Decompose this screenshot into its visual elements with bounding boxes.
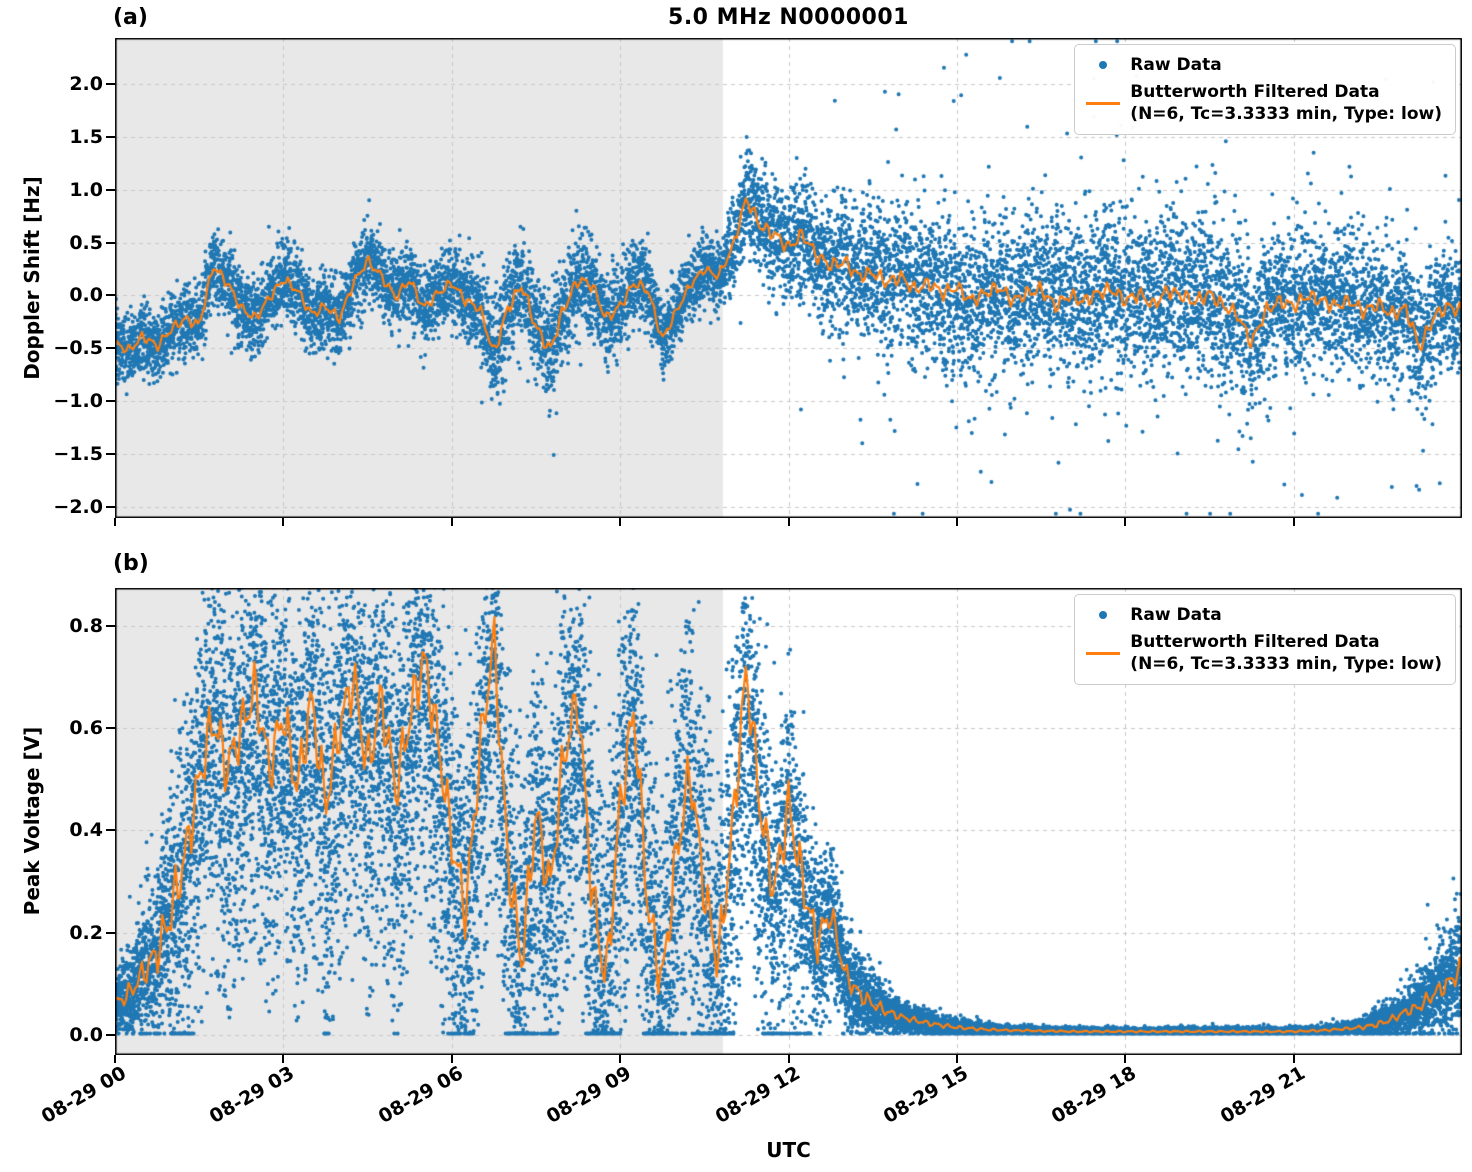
filtered-line-icon <box>1084 651 1122 655</box>
panel-a-legend: Raw Data Butterworth Filtered Data (N=6,… <box>1074 44 1456 136</box>
y-tick-mark <box>106 1033 115 1036</box>
legend-filtered-row: Butterworth Filtered Data (N=6, Tc=3.333… <box>1084 81 1442 125</box>
figure-title: 5.0 MHz N0000001 <box>668 5 909 30</box>
y-tick-mark <box>106 135 115 138</box>
x-tick-mark <box>114 1055 116 1063</box>
panel-b-legend: Raw Data Butterworth Filtered Data (N=6,… <box>1074 594 1456 686</box>
y-tick-label: −1.5 <box>53 443 103 466</box>
y-tick-mark <box>106 188 115 191</box>
y-tick-label: 0.8 <box>69 615 103 638</box>
y-tick-label: 1.0 <box>69 178 103 201</box>
y-tick-mark <box>106 400 115 403</box>
legend-filtered-row: Butterworth Filtered Data (N=6, Tc=3.333… <box>1084 631 1442 675</box>
y-tick-label: 0.4 <box>69 819 103 842</box>
y-tick-mark <box>106 82 115 85</box>
x-axis-label: UTC <box>766 1138 811 1162</box>
y-tick-mark <box>106 829 115 832</box>
y-tick-mark <box>106 294 115 297</box>
x-tick-mark <box>787 518 790 526</box>
y-tick-mark <box>106 241 115 244</box>
y-tick-label: 1.5 <box>69 125 103 148</box>
x-tick-mark <box>1124 518 1127 526</box>
panel-a-label: (a) <box>113 5 148 30</box>
legend-filtered-params: (N=6, Tc=3.3333 min, Type: low) <box>1130 104 1442 125</box>
panel-b-label: (b) <box>113 551 149 576</box>
y-tick-mark <box>106 453 115 456</box>
x-tick-mark <box>787 1055 790 1063</box>
x-tick-mark <box>619 518 622 526</box>
legend-filtered-params: (N=6, Tc=3.3333 min, Type: low) <box>1130 654 1442 675</box>
y-tick-mark <box>106 506 115 509</box>
y-tick-label: 0.0 <box>69 1023 103 1046</box>
x-tick-label: 08-29 00 <box>37 1062 130 1128</box>
y-tick-label: −0.5 <box>53 337 103 360</box>
y-tick-mark <box>106 347 115 350</box>
x-tick-mark <box>450 518 453 526</box>
x-tick-mark <box>282 518 285 526</box>
y-tick-mark <box>106 727 115 730</box>
x-tick-mark <box>1124 1055 1127 1063</box>
y-tick-label: 0.2 <box>69 921 103 944</box>
y-tick-label: 0.0 <box>69 284 103 307</box>
filtered-line-icon <box>1084 101 1122 105</box>
x-tick-mark <box>955 1055 958 1063</box>
y-tick-label: −2.0 <box>53 496 103 519</box>
legend-raw-row: Raw Data <box>1084 54 1442 76</box>
y-tick-label: 2.0 <box>69 72 103 95</box>
legend-raw-row: Raw Data <box>1084 604 1442 626</box>
legend-raw-label: Raw Data <box>1130 605 1222 625</box>
y-tick-mark <box>106 625 115 628</box>
x-tick-mark <box>619 1055 622 1063</box>
x-tick-mark <box>114 518 116 526</box>
legend-raw-label: Raw Data <box>1130 55 1222 75</box>
raw-data-dot-icon <box>1084 611 1122 620</box>
y-tick-label: 0.6 <box>69 717 103 740</box>
y-tick-label: 0.5 <box>69 231 103 254</box>
x-tick-mark <box>955 518 958 526</box>
legend-filtered-label: Butterworth Filtered Data <box>1130 82 1380 103</box>
x-tick-mark <box>1292 1055 1295 1063</box>
x-tick-mark <box>1292 518 1295 526</box>
x-tick-mark <box>450 1055 453 1063</box>
y-tick-label: −1.0 <box>53 390 103 413</box>
y-tick-mark <box>106 931 115 934</box>
raw-data-dot-icon <box>1084 61 1122 70</box>
x-tick-mark <box>282 1055 285 1063</box>
legend-filtered-label: Butterworth Filtered Data <box>1130 632 1380 653</box>
